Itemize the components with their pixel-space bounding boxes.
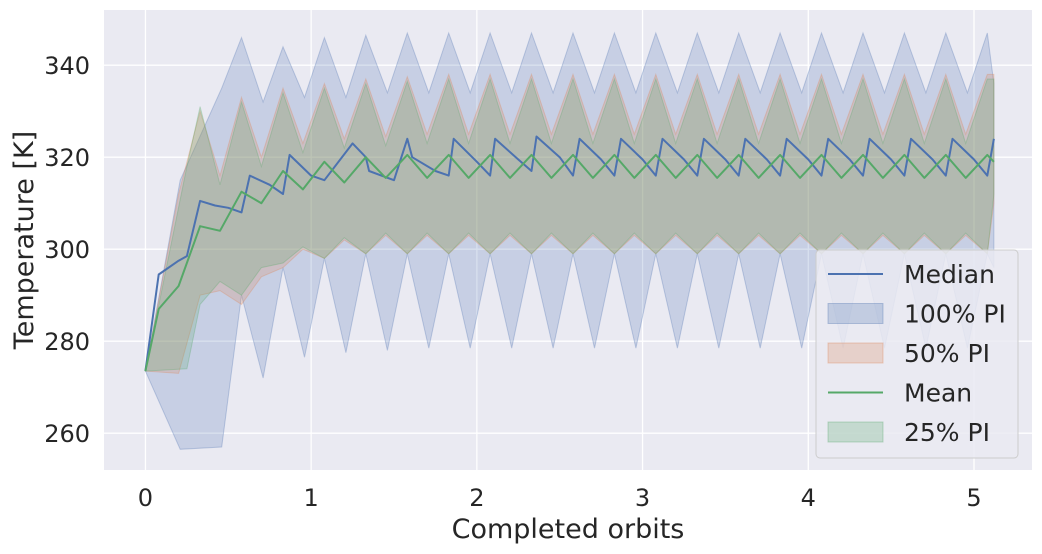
y-tick-label: 260 [44, 420, 90, 448]
y-tick-label: 300 [44, 236, 90, 264]
mean-line [144, 153, 995, 372]
legend-swatch-100-pi [827, 303, 884, 324]
legend-frame [815, 249, 1019, 459]
x-tick-labels: 0 1 2 3 4 5 [138, 484, 982, 512]
y-tick-label: 280 [44, 328, 90, 356]
x-tick-label: 4 [801, 484, 816, 512]
x-axis-label: Completed orbits [452, 514, 685, 545]
legend-swatch-25-pi [827, 421, 884, 443]
legend-label-mean: Mean [904, 379, 972, 408]
x-tick-label: 2 [469, 484, 484, 512]
y-tick-labels: 260 280 300 320 340 [44, 52, 90, 448]
x-tick-label: 0 [138, 484, 153, 512]
legend: Median 100% PI 50% PI Mean 25% PI [815, 249, 1019, 459]
band-100-pi [144, 31, 995, 450]
y-tick-label: 340 [44, 52, 90, 80]
legend-swatch-50-pi [827, 342, 884, 364]
legend-label-100-pi: 100% PI [904, 300, 1006, 329]
x-tick-label: 5 [966, 484, 981, 512]
series-lines [144, 135, 995, 372]
y-tick-label: 320 [44, 144, 90, 172]
band-25-pi [144, 77, 995, 372]
x-tick-label: 3 [635, 484, 650, 512]
y-axis-label: Temperature [K] [9, 131, 40, 350]
legend-label-25-pi: 25% PI [904, 418, 990, 447]
legend-label-50-pi: 50% PI [904, 339, 990, 368]
legend-label-median: Median [904, 260, 995, 289]
x-tick-label: 1 [304, 484, 319, 512]
